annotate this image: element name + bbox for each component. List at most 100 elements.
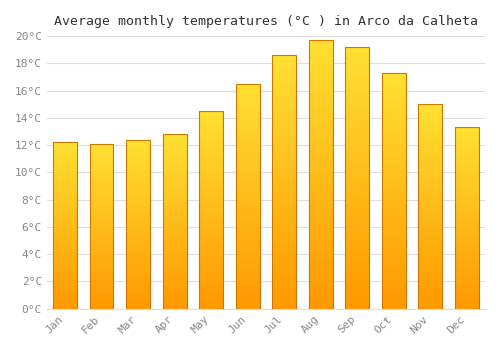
Bar	[382, 73, 406, 78]
Bar	[54, 282, 77, 286]
Bar	[200, 143, 223, 147]
Bar	[455, 229, 478, 233]
Bar	[200, 250, 223, 253]
Bar	[54, 256, 77, 259]
Bar	[346, 84, 369, 89]
Bar	[309, 137, 332, 142]
Bar	[382, 257, 406, 261]
Bar	[54, 189, 77, 192]
Bar	[126, 288, 150, 292]
Bar	[455, 261, 478, 265]
Bar	[272, 80, 296, 86]
Bar	[346, 262, 369, 267]
Bar	[382, 158, 406, 162]
Bar	[346, 162, 369, 167]
Bar	[163, 134, 186, 138]
Bar	[309, 40, 332, 46]
Bar	[200, 127, 223, 131]
Bar	[126, 224, 150, 228]
Bar	[200, 135, 223, 139]
Bar	[382, 153, 406, 158]
Bar	[236, 142, 260, 147]
Bar	[309, 174, 332, 180]
Bar	[54, 269, 77, 272]
Bar	[236, 84, 260, 88]
Bar	[272, 167, 296, 172]
Bar	[309, 271, 332, 276]
Bar	[54, 239, 77, 242]
Bar	[126, 197, 150, 201]
Bar	[163, 166, 186, 169]
Bar	[90, 259, 114, 262]
Bar	[418, 301, 442, 304]
Bar	[236, 300, 260, 304]
Bar	[200, 289, 223, 293]
Bar	[346, 99, 369, 105]
Bar	[236, 178, 260, 183]
Bar	[90, 246, 114, 249]
Bar	[309, 148, 332, 153]
Bar	[200, 111, 223, 309]
Bar	[309, 121, 332, 126]
Bar	[200, 194, 223, 198]
Bar	[382, 276, 406, 280]
Bar	[272, 96, 296, 101]
Bar	[54, 202, 77, 206]
Bar	[455, 127, 478, 309]
Bar	[418, 235, 442, 239]
Bar	[418, 202, 442, 206]
Bar	[418, 219, 442, 223]
Bar	[126, 146, 150, 150]
Bar	[200, 170, 223, 174]
Bar	[126, 167, 150, 170]
Bar	[90, 306, 114, 309]
Bar	[163, 155, 186, 159]
Bar	[90, 243, 114, 246]
Bar	[418, 149, 442, 153]
Bar	[346, 225, 369, 230]
Bar	[272, 86, 296, 91]
Bar	[54, 169, 77, 173]
Bar	[272, 202, 296, 207]
Bar	[309, 89, 332, 94]
Bar	[346, 110, 369, 115]
Bar	[309, 185, 332, 191]
Bar	[418, 292, 442, 296]
Bar	[200, 210, 223, 214]
Bar	[309, 78, 332, 83]
Bar	[418, 112, 442, 117]
Bar	[90, 147, 114, 150]
Bar	[126, 234, 150, 238]
Bar	[309, 293, 332, 298]
Bar	[126, 285, 150, 288]
Bar	[418, 304, 442, 309]
Bar	[382, 224, 406, 229]
Bar	[54, 193, 77, 196]
Bar	[309, 142, 332, 148]
Bar	[418, 215, 442, 219]
Bar	[163, 246, 186, 250]
Bar	[455, 178, 478, 182]
Bar	[90, 197, 114, 200]
Bar	[346, 105, 369, 110]
Bar	[200, 206, 223, 210]
Bar	[455, 294, 478, 298]
Bar	[346, 194, 369, 199]
Bar	[236, 133, 260, 138]
Bar	[200, 253, 223, 257]
Bar	[90, 262, 114, 266]
Bar	[455, 207, 478, 211]
Bar	[200, 293, 223, 297]
Bar	[382, 247, 406, 252]
Bar	[163, 253, 186, 257]
Bar	[346, 89, 369, 94]
Bar	[346, 52, 369, 57]
Bar	[418, 227, 442, 231]
Bar	[236, 174, 260, 178]
Bar	[54, 156, 77, 159]
Bar	[200, 234, 223, 238]
Bar	[54, 182, 77, 186]
Bar	[455, 254, 478, 258]
Bar	[163, 274, 186, 277]
Bar	[272, 152, 296, 156]
